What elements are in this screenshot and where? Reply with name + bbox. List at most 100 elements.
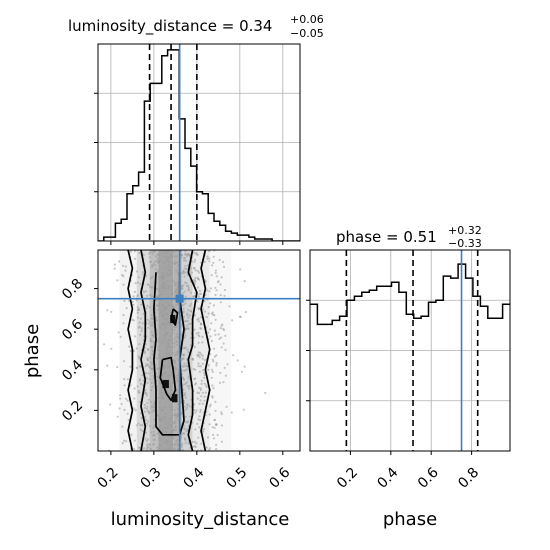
scatter-point (198, 370, 201, 373)
scatter-point (122, 283, 125, 286)
scatter-point (170, 328, 173, 331)
scatter-point (166, 427, 169, 430)
scatter-point (214, 333, 217, 336)
scatter-point (164, 419, 167, 423)
scatter-point (151, 361, 154, 364)
x-tick-labels: 0.2 0.3 0.4 0.5 0.6 (95, 465, 294, 492)
scatter-point (151, 253, 154, 256)
scatter-point (162, 285, 165, 288)
scatter-point (222, 381, 225, 384)
scatter-point (198, 356, 201, 359)
x-tick-label: 0.4 (180, 465, 207, 492)
scatter-point (152, 263, 155, 266)
scatter-point (116, 366, 119, 369)
scatter-point (165, 255, 168, 258)
scatter-point (168, 435, 171, 438)
scatter-point (220, 424, 223, 427)
scatter-point (176, 281, 179, 284)
scatter-point (203, 376, 206, 379)
scatter-point (146, 304, 149, 307)
scatter-point (210, 264, 214, 267)
scatter-point (161, 323, 164, 326)
scatter-point (170, 374, 173, 377)
scatter-point (214, 271, 217, 275)
scatter-point (184, 442, 187, 445)
scatter-point (122, 264, 125, 267)
scatter-point (153, 424, 156, 427)
scatter-point (144, 418, 147, 421)
scatter-point (170, 435, 174, 438)
scatter-point (199, 365, 202, 368)
scatter-point (175, 335, 178, 338)
scatter-point (148, 412, 151, 415)
scatter-point (170, 423, 173, 426)
scatter-point (215, 362, 218, 365)
phase-title: phase = 0.51 (336, 228, 437, 246)
scatter-point (187, 284, 190, 287)
scatter-point (139, 382, 142, 385)
scatter-point (166, 345, 169, 348)
scatter-point (193, 328, 196, 331)
scatter-point (164, 412, 167, 415)
scatter-point (168, 405, 171, 408)
scatter-point (135, 347, 138, 350)
scatter-point (173, 262, 176, 265)
scatter-point (197, 365, 200, 368)
scatter-point (146, 405, 149, 408)
scatter-point (168, 351, 172, 354)
scatter-point (212, 304, 215, 307)
scatter-point (133, 397, 136, 400)
scatter-point (163, 427, 166, 430)
scatter-point (171, 421, 174, 424)
scatter-point (177, 403, 180, 406)
scatter-point (232, 354, 235, 357)
scatter-point (190, 271, 193, 274)
scatter-point (149, 339, 152, 342)
x-tick-label: 0.5 (223, 465, 250, 492)
scatter-point (145, 307, 148, 310)
scatter-point (166, 342, 169, 345)
scatter-point (176, 442, 179, 445)
scatter-point (141, 322, 144, 325)
scatter-point (169, 382, 173, 385)
scatter-point (130, 433, 133, 436)
scatter-point (147, 372, 150, 375)
x-tick-label: 0.6 (415, 465, 442, 492)
scatter-point (203, 395, 206, 398)
scatter-point (151, 405, 154, 408)
scatter-point (167, 259, 170, 262)
scatter-point (167, 374, 170, 377)
scatter-point (164, 324, 167, 327)
scatter-point (190, 310, 193, 313)
scatter-point (187, 323, 190, 326)
scatter-point (171, 293, 174, 296)
scatter-point (207, 436, 210, 439)
scatter-point (215, 354, 218, 357)
scatter-point (144, 437, 147, 440)
scatter-point (170, 372, 173, 375)
scatter-point (137, 422, 140, 425)
scatter-point (138, 343, 141, 346)
scatter-point (204, 391, 207, 394)
scatter-point (161, 267, 164, 270)
scatter-point (162, 275, 165, 278)
scatter-point (174, 269, 178, 272)
scatter-point (222, 342, 225, 345)
scatter-point (151, 334, 154, 337)
scatter-point (198, 293, 201, 296)
scatter-point (162, 354, 165, 357)
scatter-point (190, 303, 193, 306)
scatter-point (153, 403, 156, 406)
scatter-point (174, 255, 177, 258)
scatter-point (149, 361, 152, 364)
scatter-point (181, 365, 184, 368)
scatter-point (164, 372, 167, 375)
scatter-point (194, 368, 197, 371)
scatter-point (170, 388, 173, 392)
contour-line (187, 250, 198, 451)
scatter-point (186, 314, 189, 317)
scatter-point (158, 437, 161, 440)
scatter-point (197, 320, 200, 323)
scatter-point (243, 280, 246, 283)
scatter-point (177, 264, 180, 267)
